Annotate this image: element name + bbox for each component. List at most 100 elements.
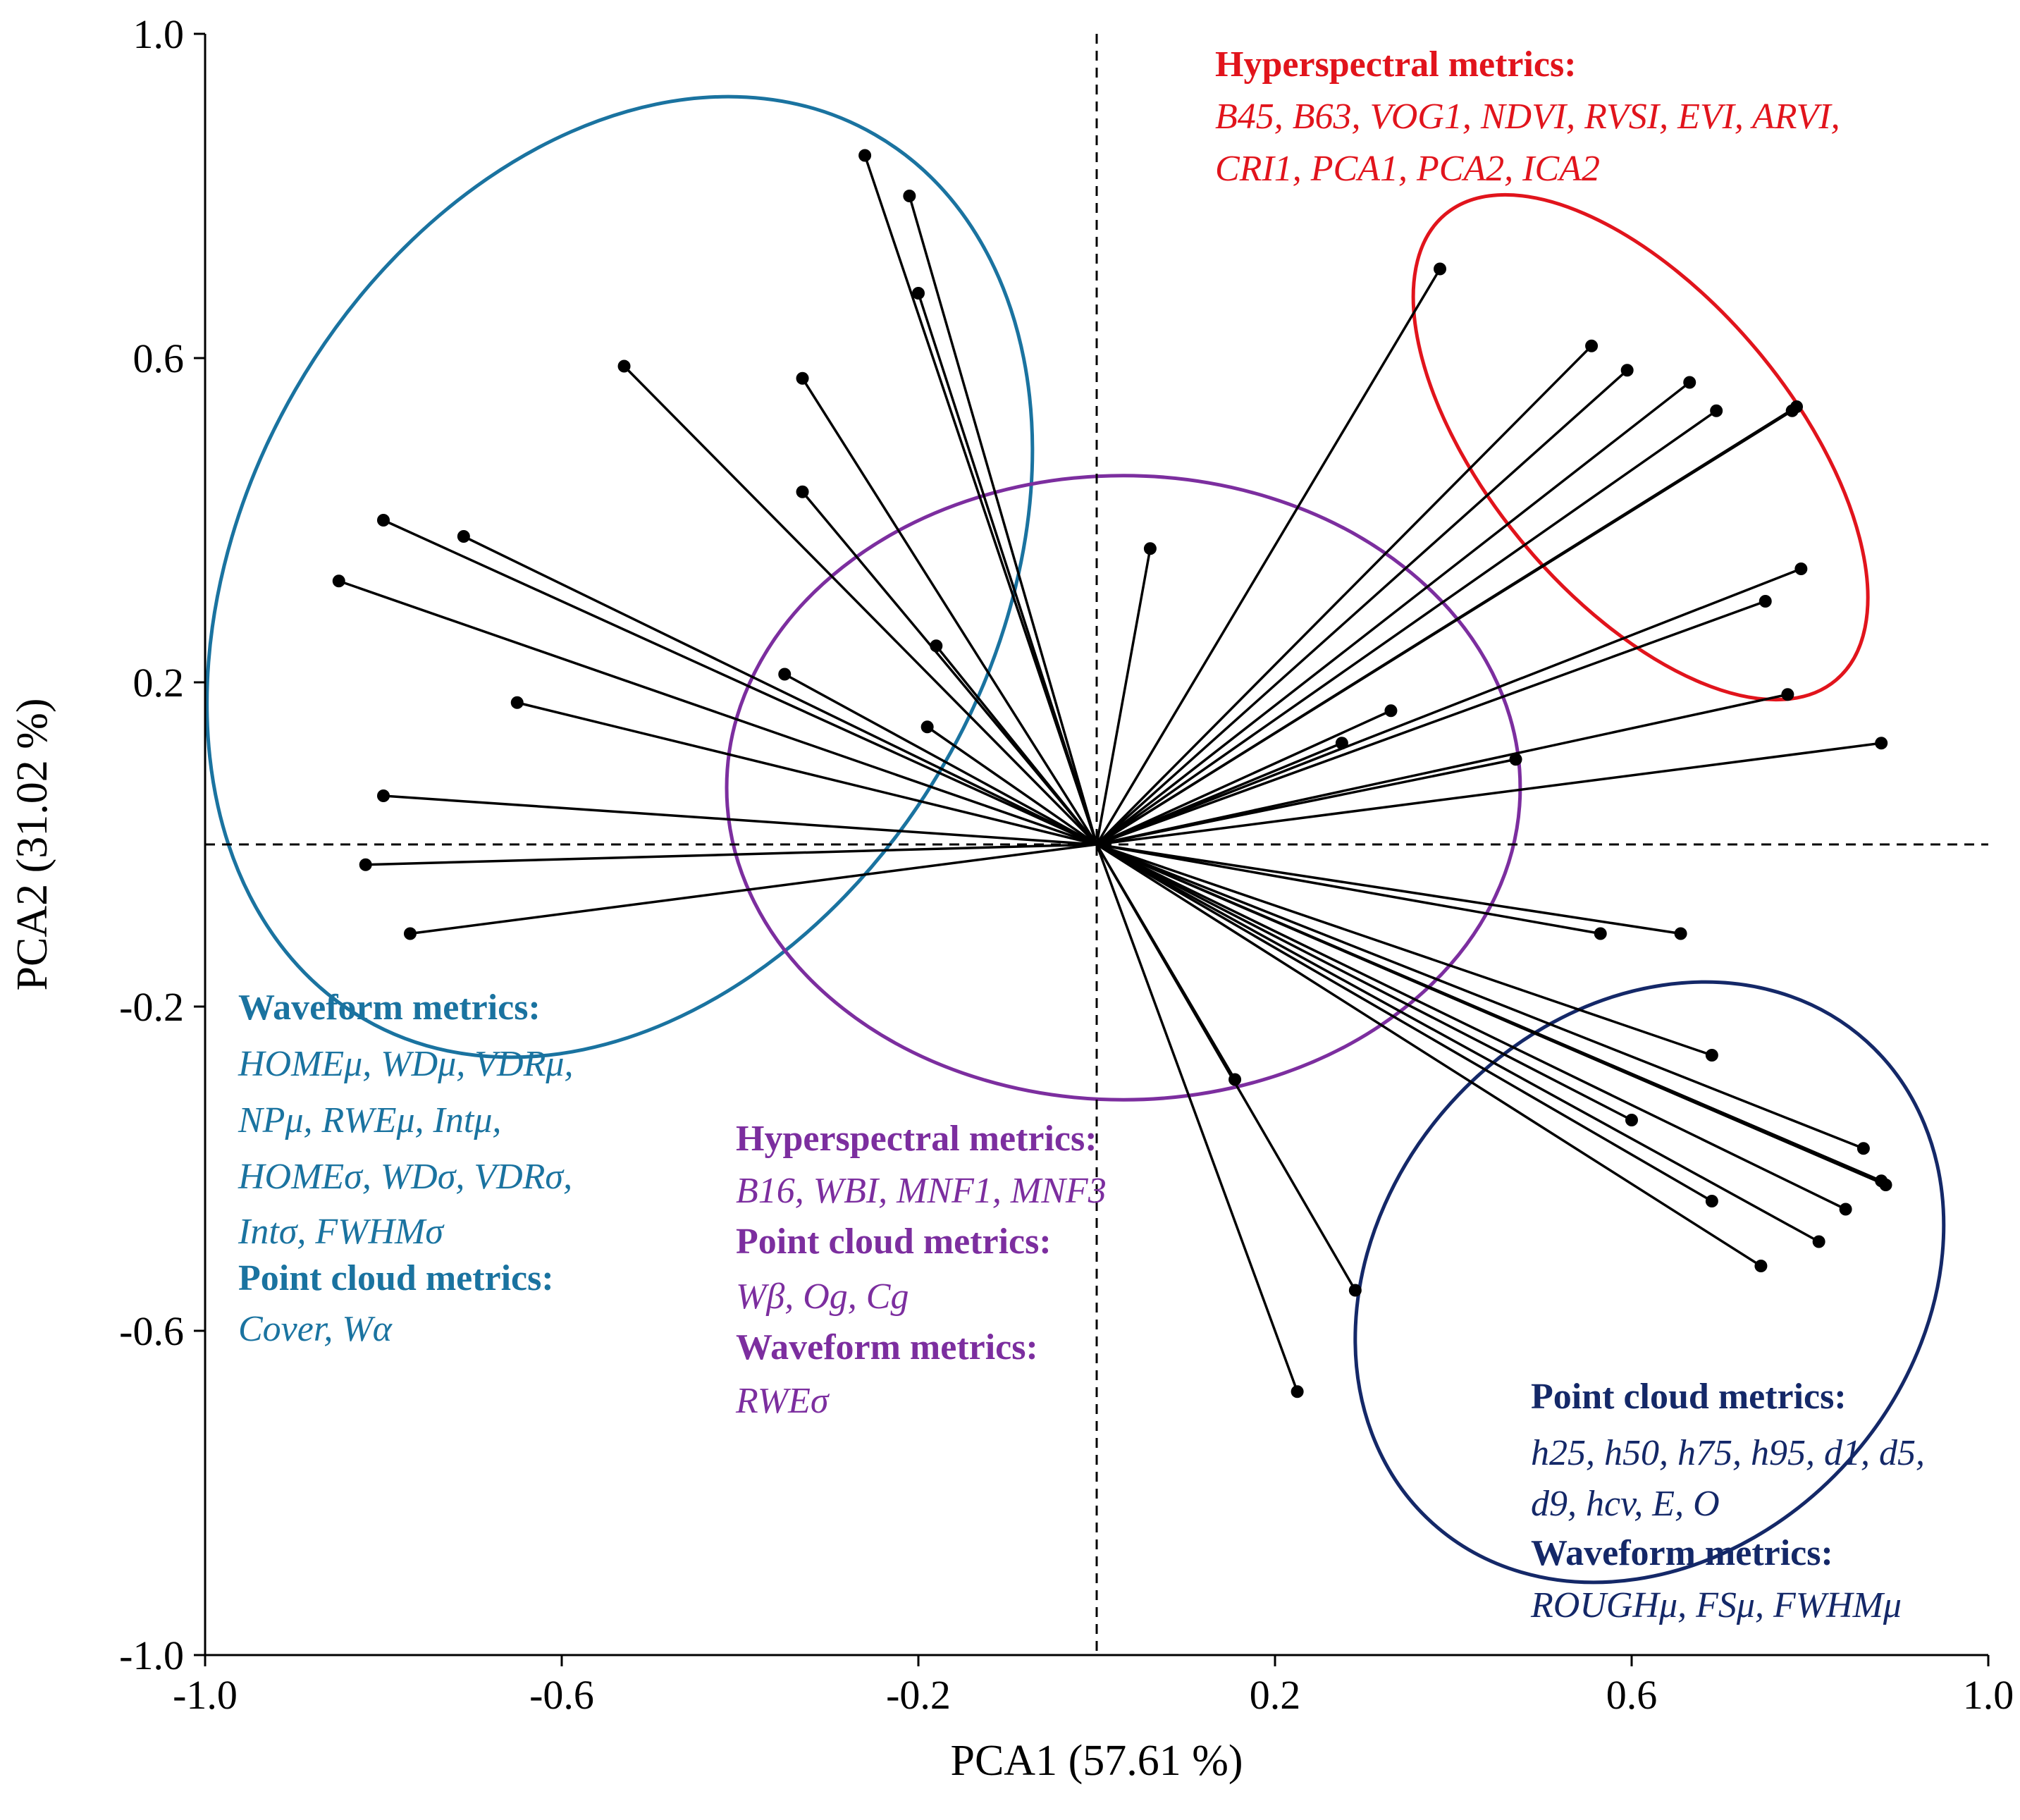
annotation-teal-line-5: Intσ, FWHMσ <box>238 1212 445 1252</box>
vector-line-6 <box>383 519 1097 846</box>
vector-point-30 <box>1509 753 1522 766</box>
ellipse-navy <box>1353 980 1946 1585</box>
vector-line-1 <box>863 154 1098 845</box>
vector-line-27 <box>1096 693 1788 846</box>
vector-line-16 <box>409 843 1097 935</box>
x-tick-label-5: 0.6 <box>1606 1672 1658 1718</box>
vector-line-14 <box>383 794 1097 846</box>
vector-point-10 <box>930 639 943 653</box>
vector-point-27 <box>1781 688 1794 701</box>
vector-point-1 <box>858 149 872 162</box>
vector-point-20 <box>1620 364 1634 377</box>
annotation-red-line-2: B45, B63, VOG1, NDVI, RVSI, EVI, ARVI, <box>1215 97 1840 137</box>
vector-line-31 <box>1096 742 1882 846</box>
vector-line-40 <box>1096 843 1847 1211</box>
annotation-red-line-1: Hyperspectral metrics: <box>1215 44 1577 85</box>
x-axis-label: PCA1 (57.61 %) <box>950 1737 1243 1785</box>
vector-point-45 <box>1291 1385 1304 1398</box>
y-axis-label: PCA2 (31.02 %) <box>8 698 56 990</box>
annotation-red-line-3: CRI1, PCA1, PCA2, ICA2 <box>1215 149 1600 189</box>
annotation-red: Hyperspectral metrics: B45, B63, VOG1, N… <box>1215 44 1840 189</box>
annotation-teal-line-1: Waveform metrics: <box>238 988 541 1028</box>
annotation-purple-line-2: B16, WBI, MNF1, MNF3 <box>736 1171 1107 1211</box>
y-tick-label-1: -1.0 <box>119 1633 184 1678</box>
annotation-purple-line-1: Hyperspectral metrics: <box>736 1119 1097 1159</box>
vector-point-21 <box>1683 376 1696 389</box>
vector-point-35 <box>1856 1142 1870 1155</box>
vector-point-14 <box>377 789 390 802</box>
vector-line-20 <box>1095 369 1628 846</box>
vector-line-41 <box>1096 843 1820 1243</box>
y-tick-label-3: -0.2 <box>119 984 184 1030</box>
vector-line-32 <box>1096 843 1601 935</box>
vector-point-43 <box>1228 1073 1242 1086</box>
vector-line-19 <box>1095 345 1593 846</box>
vector-point-44 <box>1348 1284 1362 1297</box>
vector-line-28 <box>1096 709 1392 846</box>
x-tick-label-2: -0.6 <box>529 1672 594 1718</box>
vector-point-11 <box>778 668 792 681</box>
vector-point-7 <box>457 530 470 543</box>
vector-point-25 <box>1794 562 1808 575</box>
vector-point-22 <box>1710 404 1723 417</box>
x-tick-label-3: -0.2 <box>886 1672 951 1718</box>
annotation-navy-line-1: Point cloud metrics: <box>1531 1377 1847 1417</box>
vector-line-3 <box>917 293 1098 845</box>
annotation-teal-line-7: Cover, Wα <box>238 1309 393 1349</box>
vector-point-3 <box>912 287 925 300</box>
annotation-teal-line-2: HOMEμ, WDμ, VDRμ, <box>238 1044 573 1084</box>
vector-line-34 <box>1096 843 1713 1057</box>
vector-line-11 <box>784 672 1097 846</box>
y-tick-label-2: -0.6 <box>119 1308 184 1354</box>
ellipse-teal <box>205 94 1035 1059</box>
vector-line-5 <box>801 377 1098 845</box>
annotation-teal: Waveform metrics: HOMEμ, WDμ, VDRμ, NPμ,… <box>238 988 573 1349</box>
vector-line-45 <box>1095 844 1299 1392</box>
vector-point-8 <box>332 574 345 588</box>
x-tick-label-4: 0.2 <box>1250 1672 1301 1718</box>
vector-line-13 <box>926 725 1097 846</box>
vector-point-6 <box>377 514 390 527</box>
y-tick-label-5: 0.6 <box>133 336 185 381</box>
vector-line-35 <box>1096 843 1864 1150</box>
vector-point-41 <box>1812 1235 1825 1248</box>
vector-line-39 <box>1096 843 1713 1203</box>
vector-point-40 <box>1839 1203 1852 1216</box>
vector-line-21 <box>1095 381 1691 846</box>
annotation-purple-line-5: Waveform metrics: <box>736 1327 1038 1367</box>
vector-point-42 <box>1754 1260 1768 1272</box>
vector-point-2 <box>903 190 916 202</box>
annotation-navy-line-2: h25, h50, h75, h95, d1, d5, <box>1531 1433 1925 1473</box>
ellipse-purple <box>725 474 1522 1102</box>
vector-line-12 <box>517 701 1097 846</box>
annotation-navy-line-4: Waveform metrics: <box>1531 1533 1833 1573</box>
annotation-navy-line-5: ROUGHμ, FSμ, FWHMμ <box>1530 1585 1902 1625</box>
annotation-purple: Hyperspectral metrics: B16, WBI, MNF1, M… <box>735 1119 1107 1421</box>
vector-point-28 <box>1384 704 1398 718</box>
vector-line-22 <box>1095 410 1718 846</box>
vector-point-19 <box>1585 339 1599 352</box>
vector-point-33 <box>1674 927 1687 940</box>
y-tick-label-6: 1.0 <box>133 11 185 57</box>
x-tick-label-6: 1.0 <box>1963 1672 2014 1718</box>
vector-point-24 <box>1785 404 1799 417</box>
annotation-purple-line-3: Point cloud metrics: <box>736 1222 1052 1262</box>
vector-line-38 <box>1096 843 1632 1121</box>
vector-point-29 <box>1335 737 1348 750</box>
loading-vectors <box>332 149 1892 1398</box>
vector-line-8 <box>338 579 1097 846</box>
vector-point-34 <box>1705 1049 1718 1062</box>
vector-point-13 <box>920 720 934 734</box>
vector-point-16 <box>403 927 417 940</box>
vector-point-39 <box>1705 1195 1718 1207</box>
vector-line-2 <box>908 195 1098 845</box>
vector-point-4 <box>617 359 631 373</box>
annotation-teal-line-4: HOMEσ, WDσ, VDRσ, <box>238 1157 572 1197</box>
vector-line-15 <box>365 843 1097 866</box>
axis-ticks: -1.0 -0.6 -0.2 0.2 0.6 1.0 -1.0 -0.6 -0.2 0.2 0.6 1… <box>119 11 2014 1718</box>
vector-line-4 <box>623 365 1098 846</box>
vector-point-17 <box>1143 542 1157 555</box>
annotation-purple-line-4: Wβ, Og, Cg <box>736 1277 909 1317</box>
vector-point-38 <box>1625 1114 1638 1126</box>
vector-line-7 <box>463 535 1097 846</box>
